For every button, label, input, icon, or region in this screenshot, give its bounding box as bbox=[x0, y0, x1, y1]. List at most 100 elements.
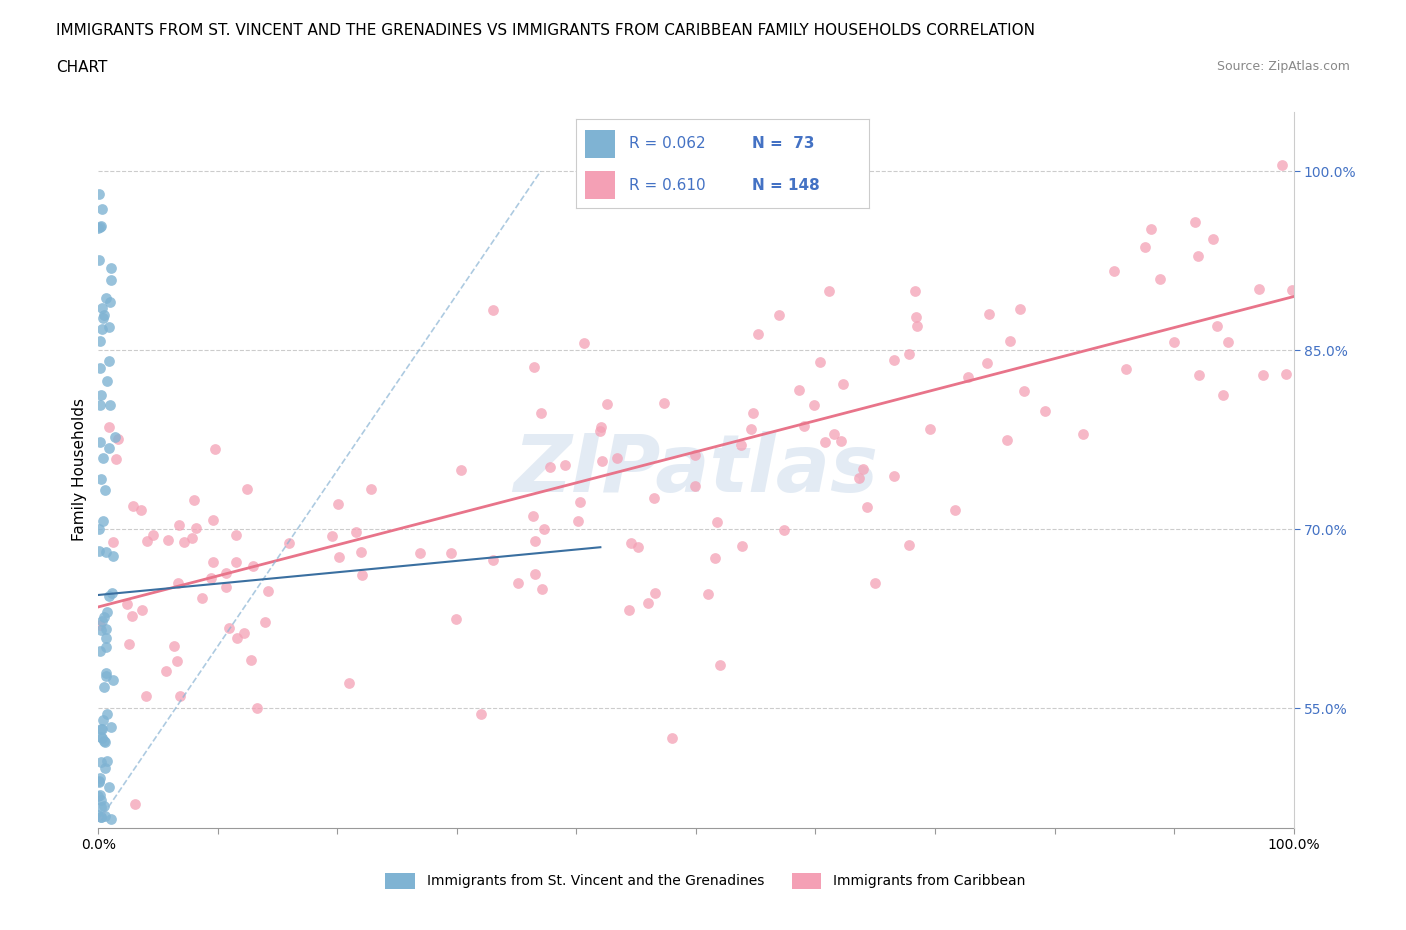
Point bbox=[90, 472, 112, 486]
Point bbox=[918, 422, 941, 437]
Y-axis label: Family Households: Family Households bbox=[72, 398, 87, 541]
Point bbox=[94, 639, 117, 654]
Point bbox=[87, 807, 110, 822]
Point bbox=[93, 680, 115, 695]
Point bbox=[94, 483, 117, 498]
Point bbox=[506, 576, 529, 591]
Point bbox=[96, 753, 118, 768]
Point bbox=[595, 397, 617, 412]
Point bbox=[121, 608, 143, 623]
Point bbox=[100, 260, 122, 275]
Point bbox=[173, 535, 195, 550]
Point bbox=[848, 471, 870, 485]
Point bbox=[444, 612, 467, 627]
Point bbox=[905, 319, 928, 334]
Point bbox=[898, 346, 921, 361]
Point bbox=[637, 595, 659, 610]
Point bbox=[591, 453, 613, 468]
Point bbox=[118, 636, 141, 651]
Point bbox=[606, 451, 628, 466]
Point bbox=[94, 621, 117, 636]
Point bbox=[344, 525, 367, 539]
Point bbox=[97, 320, 120, 335]
Point bbox=[1071, 427, 1094, 442]
Point bbox=[567, 513, 589, 528]
Point bbox=[202, 554, 225, 569]
Point bbox=[242, 559, 264, 574]
Point bbox=[215, 565, 238, 580]
Point bbox=[904, 310, 927, 325]
Point bbox=[100, 272, 122, 287]
Point bbox=[93, 610, 115, 625]
Point bbox=[554, 458, 576, 472]
Point bbox=[787, 383, 810, 398]
Point bbox=[883, 352, 905, 367]
Point bbox=[89, 623, 111, 638]
Point bbox=[100, 720, 122, 735]
Point bbox=[162, 638, 184, 653]
Point bbox=[167, 517, 190, 532]
Point bbox=[89, 774, 111, 789]
Point bbox=[97, 779, 120, 794]
Point bbox=[97, 589, 120, 604]
Point bbox=[531, 581, 554, 596]
Point bbox=[105, 451, 128, 466]
Point bbox=[166, 576, 188, 591]
Point bbox=[337, 675, 360, 690]
Point bbox=[976, 356, 998, 371]
Point bbox=[943, 502, 966, 517]
Point bbox=[98, 419, 121, 434]
Point bbox=[94, 669, 117, 684]
Point bbox=[91, 613, 114, 628]
Point bbox=[617, 603, 640, 618]
Point bbox=[589, 423, 612, 438]
Point bbox=[740, 421, 762, 436]
Text: Source: ZipAtlas.com: Source: ZipAtlas.com bbox=[1216, 60, 1350, 73]
Point bbox=[166, 654, 188, 669]
Point bbox=[409, 545, 432, 560]
Point bbox=[440, 545, 463, 560]
Point bbox=[200, 570, 222, 585]
Point bbox=[1251, 367, 1274, 382]
Point bbox=[232, 626, 254, 641]
Point bbox=[1188, 368, 1211, 383]
Point bbox=[235, 482, 257, 497]
Point bbox=[572, 336, 595, 351]
Point bbox=[90, 388, 112, 403]
Point bbox=[855, 499, 877, 514]
Point bbox=[1104, 263, 1126, 278]
Point bbox=[96, 374, 118, 389]
Point bbox=[706, 514, 728, 529]
Point bbox=[883, 469, 905, 484]
Point bbox=[1149, 272, 1171, 286]
Point bbox=[1008, 301, 1031, 316]
Point bbox=[652, 396, 675, 411]
Point bbox=[90, 754, 112, 769]
Point bbox=[995, 432, 1018, 447]
Point bbox=[1184, 214, 1206, 229]
Point bbox=[101, 549, 124, 564]
Point bbox=[87, 775, 110, 790]
Text: ZIPatlas: ZIPatlas bbox=[513, 431, 879, 509]
Point bbox=[156, 532, 179, 547]
Point bbox=[1014, 383, 1036, 398]
Point bbox=[94, 735, 117, 750]
Point bbox=[98, 397, 121, 412]
Point bbox=[90, 810, 112, 825]
Point bbox=[703, 551, 725, 565]
Point bbox=[96, 631, 118, 645]
Point bbox=[136, 534, 159, 549]
Text: Immigrants from Caribbean: Immigrants from Caribbean bbox=[834, 873, 1026, 888]
Point bbox=[91, 513, 114, 528]
Point bbox=[107, 432, 129, 446]
Point bbox=[278, 536, 301, 551]
Point bbox=[89, 644, 111, 658]
Point bbox=[627, 540, 650, 555]
Point bbox=[129, 502, 152, 517]
Point bbox=[94, 544, 117, 559]
Point bbox=[96, 604, 118, 619]
Point bbox=[1281, 283, 1303, 298]
Point bbox=[731, 538, 754, 553]
Point bbox=[91, 311, 114, 325]
Point bbox=[89, 186, 111, 201]
